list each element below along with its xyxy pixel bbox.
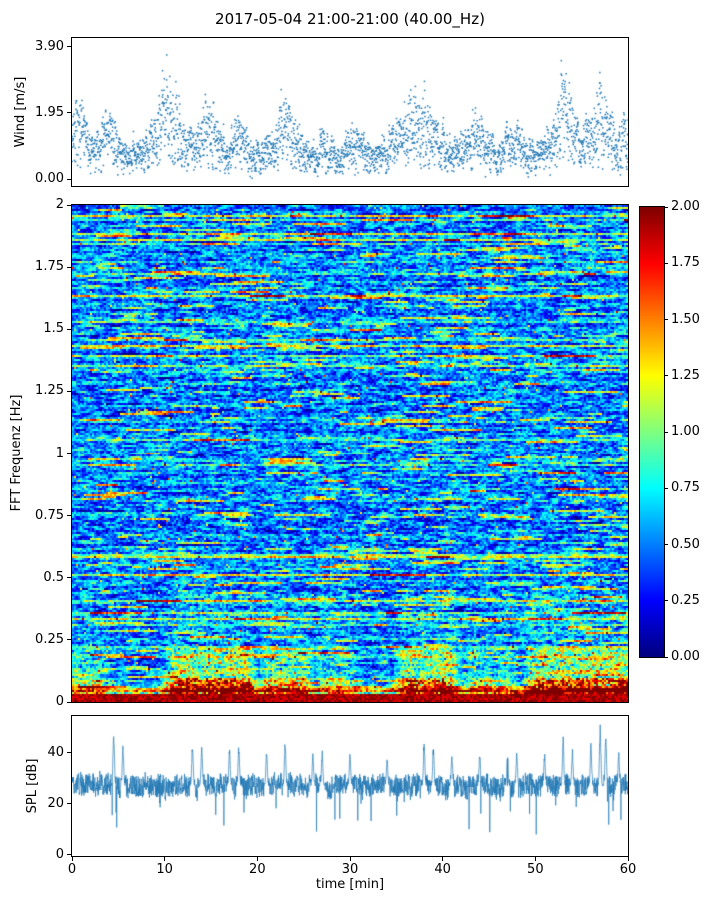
colorbar-tick-label: 2.00 [671, 199, 700, 214]
x-tick-label: 40 [434, 862, 451, 877]
y-tick-label: 1 [55, 445, 64, 461]
colorbar-tick-label: 0.25 [671, 592, 700, 608]
y-tick-mark [67, 266, 71, 268]
colorbar-tick-mark [664, 319, 668, 320]
colorbar-tick-mark [664, 600, 668, 602]
y-tick-label: 0 [55, 694, 64, 709]
colorbar-tick-mark [664, 656, 668, 658]
y-tick-label: 40 [47, 744, 64, 760]
colorbar-tick-mark [664, 431, 668, 433]
y-tick-mark [67, 328, 71, 330]
wind-scatter-plot [71, 37, 629, 187]
y-tick-mark [67, 178, 71, 180]
x-tick-mark [534, 857, 536, 861]
y-tick-label: 1.25 [35, 383, 64, 399]
x-axis-label: time [min] [315, 877, 385, 892]
y-tick-mark [67, 46, 71, 47]
y-tick-label: 0.5 [43, 569, 64, 585]
y-tick-mark [67, 701, 71, 703]
y-tick-mark [67, 639, 71, 641]
colorbar-tick-label: 0.50 [671, 536, 700, 552]
spl-line-plot [71, 715, 629, 857]
y-tick-mark [67, 803, 71, 805]
y-tick-label: 0.00 [35, 171, 64, 187]
y-tick-label: 1.5 [43, 321, 64, 337]
colorbar-tick-mark [664, 206, 668, 208]
figure-title: 2017-05-04 21:00-21:00 (40.00_Hz) [215, 10, 485, 28]
y-tick-label: 0 [55, 846, 64, 862]
y-tick-label: 2 [55, 197, 64, 212]
wind-scatter-canvas [72, 38, 628, 186]
y-tick-label: 1.75 [35, 259, 64, 275]
y-tick-mark [67, 453, 71, 454]
y-tick-label: 0.75 [35, 507, 64, 523]
spl-line-canvas [72, 716, 628, 856]
colorbar-tick-mark [664, 262, 668, 264]
x-tick-label: 20 [249, 862, 266, 877]
x-tick-label: 10 [156, 862, 173, 877]
y-tick-label: 0.25 [35, 631, 64, 647]
x-tick-label: 60 [619, 862, 637, 877]
y-tick-label: 3.90 [35, 38, 64, 54]
y-tick-mark [67, 515, 71, 517]
spectrogram-plot [71, 204, 629, 703]
x-tick-mark [71, 857, 73, 861]
x-tick-label: 0 [67, 862, 77, 877]
x-tick-mark [627, 857, 629, 861]
y-tick-mark [67, 390, 71, 392]
y-tick-mark [67, 752, 71, 754]
y-tick-mark [67, 854, 71, 856]
y-tick-label: 1.95 [35, 104, 64, 120]
colorbar-tick-label: 1.75 [671, 255, 700, 271]
colorbar-tick-label: 0.00 [671, 649, 700, 664]
colorbar-canvas [640, 207, 664, 657]
colorbar-tick-label: 1.50 [671, 311, 700, 327]
colorbar-tick-label: 1.00 [671, 424, 700, 439]
colorbar-tick-mark [664, 544, 668, 545]
x-tick-label: 50 [527, 862, 544, 877]
colorbar-tick-mark [664, 375, 668, 377]
x-tick-label: 30 [341, 862, 359, 877]
x-tick-mark [164, 857, 166, 861]
y-tick-mark [67, 204, 71, 206]
x-tick-mark [349, 857, 351, 861]
y-tick-mark [67, 112, 71, 114]
y-tick-label: 20 [47, 795, 64, 811]
colorbar-tick-mark [664, 487, 668, 489]
colorbar-tick-label: 0.75 [671, 480, 700, 496]
y-tick-mark [67, 577, 71, 579]
x-tick-mark [442, 857, 444, 861]
colorbar [639, 206, 665, 658]
spectrogram-canvas [72, 205, 628, 702]
spl-y-axis-label: SPL [dB] [24, 758, 40, 814]
colorbar-tick-label: 1.25 [671, 367, 700, 383]
x-tick-mark [256, 857, 258, 861]
